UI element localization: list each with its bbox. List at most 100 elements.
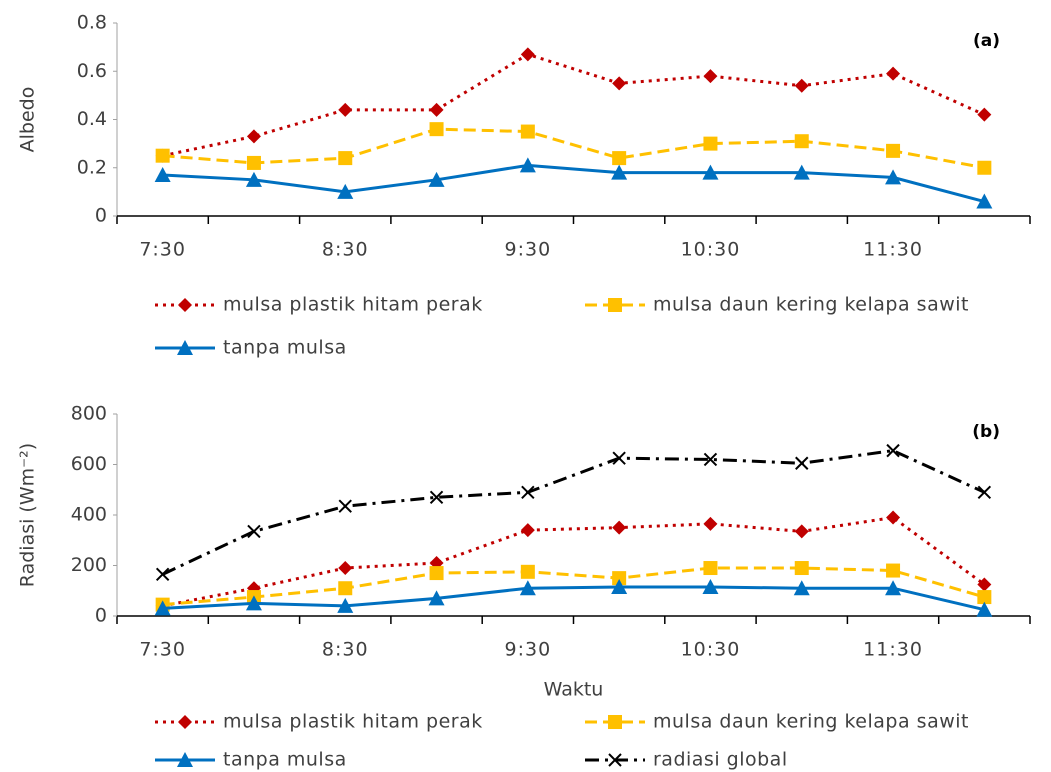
marker: [429, 122, 444, 137]
marker: [977, 590, 992, 605]
marker: [976, 193, 993, 209]
marker: [794, 561, 809, 576]
marker: [338, 581, 353, 596]
annotation: (b): [972, 422, 1000, 442]
marker: [338, 561, 353, 576]
marker: [520, 564, 535, 579]
marker: [428, 171, 445, 187]
marker: [154, 166, 171, 182]
marker: [429, 566, 444, 581]
marker: [794, 134, 809, 149]
legend-label: mulsa plastik hitam perak: [223, 294, 483, 316]
marker: [976, 601, 993, 617]
legend-label: mulsa plastik hitam perak: [223, 711, 483, 733]
marker: [519, 580, 536, 596]
marker: [521, 485, 535, 499]
marker: [703, 452, 718, 467]
marker: [429, 102, 444, 117]
legend-label: radiasi global: [653, 749, 788, 771]
y-tick-label: 0.2: [77, 156, 107, 178]
marker: [703, 136, 718, 151]
marker: [612, 571, 627, 586]
marker: [245, 595, 262, 611]
marker: [247, 524, 261, 539]
legend-marker: [178, 715, 192, 729]
series-line: [162, 52, 985, 158]
marker: [886, 143, 901, 158]
series-line: [162, 163, 985, 203]
legend-marker: [177, 340, 193, 355]
marker: [795, 456, 809, 470]
x-tick-label: 7:30: [139, 239, 186, 261]
marker: [520, 523, 535, 538]
legend-label: mulsa daun kering kelapa sawit: [653, 711, 969, 733]
marker: [977, 577, 992, 592]
x-tick-label: 10:30: [681, 639, 741, 661]
marker: [337, 183, 354, 199]
marker: [886, 563, 901, 578]
marker: [886, 510, 901, 525]
marker: [429, 490, 444, 505]
legend-marker: [608, 715, 622, 729]
marker: [338, 102, 353, 117]
marker: [886, 443, 900, 458]
marker: [154, 600, 171, 616]
marker: [703, 561, 718, 576]
marker: [611, 578, 628, 594]
marker: [703, 516, 718, 531]
marker: [702, 578, 719, 594]
marker: [977, 107, 992, 122]
x-tick-label: 9:30: [505, 239, 552, 261]
marker: [612, 451, 626, 465]
marker: [155, 148, 170, 163]
marker: [612, 151, 627, 166]
legend-marker: [608, 753, 622, 767]
series-line: [162, 515, 986, 608]
y-tick-label: 0.8: [77, 12, 107, 34]
marker: [793, 164, 810, 180]
x-tick-label: 11:30: [863, 639, 923, 661]
legend-label: tanpa mulsa: [223, 337, 347, 359]
y-axis-label: Radiasi (Wm⁻²): [17, 443, 39, 587]
x-tick-label: 11:30: [863, 239, 923, 261]
marker: [977, 160, 992, 175]
legend-marker: [177, 752, 193, 767]
marker: [520, 124, 535, 139]
y-tick-label: 400: [71, 504, 107, 526]
marker: [885, 169, 902, 185]
x-tick-label: 8:30: [322, 639, 369, 661]
y-tick-label: 0: [95, 605, 107, 627]
marker: [338, 499, 352, 513]
y-tick-label: 800: [71, 403, 107, 425]
x-tick-label: 9:30: [505, 639, 552, 661]
marker: [246, 155, 261, 170]
x-axis-label: Waktu: [544, 679, 604, 701]
marker: [885, 580, 902, 596]
legend-label: mulsa daun kering kelapa sawit: [653, 294, 969, 316]
y-tick-label: 0.6: [77, 60, 107, 82]
marker: [977, 485, 992, 499]
marker: [886, 66, 901, 81]
y-tick-label: 0: [95, 205, 107, 227]
marker: [702, 164, 719, 180]
y-tick-label: 600: [71, 453, 107, 475]
x-tick-label: 7:30: [139, 639, 186, 661]
y-tick-label: 200: [71, 554, 107, 576]
marker: [612, 520, 627, 535]
marker: [428, 590, 445, 606]
marker: [793, 580, 810, 596]
legend-marker: [178, 298, 192, 312]
marker: [337, 597, 354, 613]
marker: [611, 164, 628, 180]
series-line: [162, 585, 985, 612]
y-tick-label: 0.4: [77, 108, 107, 130]
series-line: [162, 127, 985, 170]
marker: [520, 47, 535, 62]
series-line: [162, 566, 985, 607]
y-axis-label: Albedo: [17, 87, 39, 153]
marker: [338, 151, 353, 166]
x-tick-label: 10:30: [681, 239, 741, 261]
marker: [612, 76, 627, 91]
marker: [703, 69, 718, 84]
